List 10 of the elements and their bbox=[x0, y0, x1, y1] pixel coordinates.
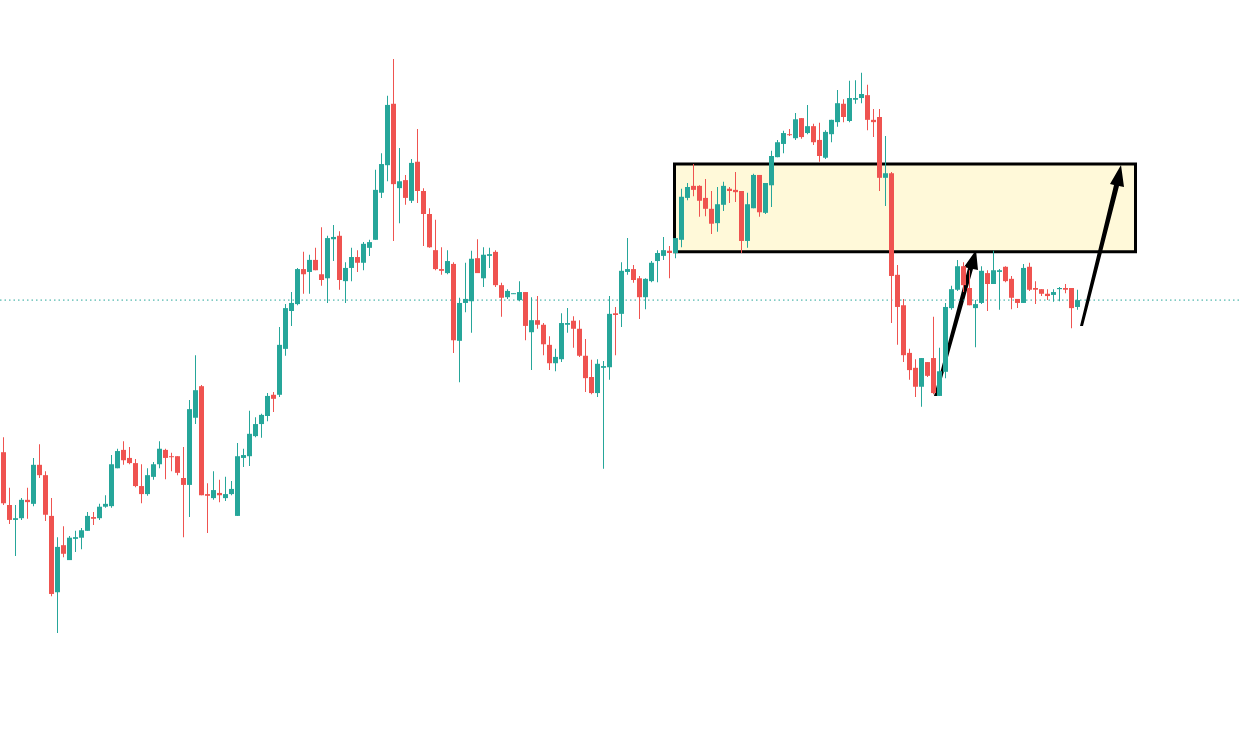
candlestick bbox=[13, 505, 18, 557]
candlestick bbox=[181, 447, 186, 538]
candlestick bbox=[883, 135, 888, 206]
candlestick bbox=[217, 479, 222, 503]
candlestick bbox=[667, 246, 672, 279]
candlestick bbox=[397, 147, 402, 224]
candlestick bbox=[319, 227, 324, 286]
candlestick bbox=[613, 306, 618, 356]
candlestick bbox=[25, 487, 30, 519]
candlestick bbox=[439, 247, 444, 275]
